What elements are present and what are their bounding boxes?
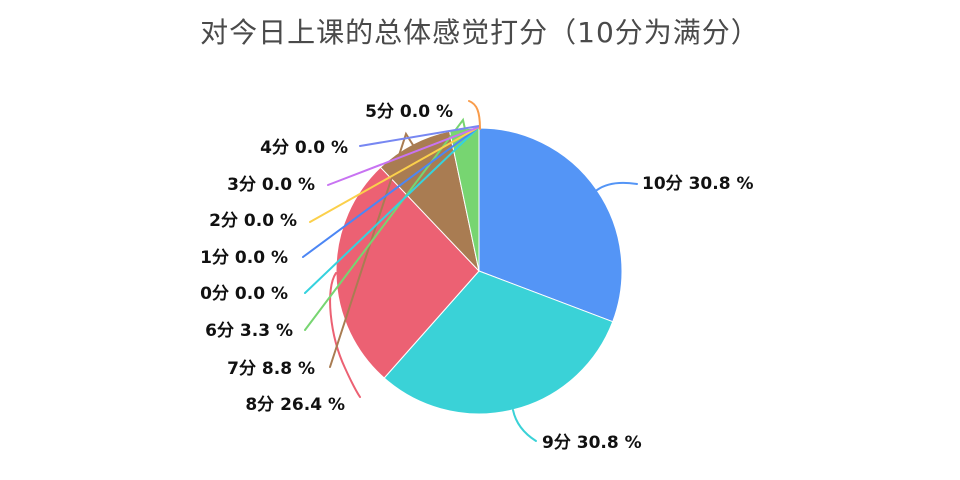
- leader-lines: [302, 100, 638, 442]
- slice-label-10: 5分 0.0 %: [365, 102, 453, 122]
- leader-line-4: [304, 117, 466, 331]
- slice-label-7: 2分 0.0 %: [209, 211, 297, 231]
- slice-label-5: 0分 0.0 %: [200, 284, 288, 304]
- slice-label-3: 7分 8.8 %: [227, 359, 315, 379]
- slice-labels: 10分 30.8 % 9分 30.8 % 8分 26.4 % 7分 8.8 % 6分 3…: [200, 102, 753, 453]
- leader-line-0: [596, 181, 638, 191]
- pie-slices: [335, 127, 623, 415]
- leader-line-8: [327, 126, 480, 186]
- slice-label-4: 6分 3.3 %: [205, 321, 293, 341]
- leader-line-1: [512, 409, 537, 442]
- slice-label-1: 9分 30.8 %: [542, 433, 642, 453]
- leader-line-3: [329, 131, 414, 368]
- slice-label-9: 4分 0.0 %: [260, 138, 348, 158]
- leader-line-10: [468, 100, 481, 130]
- chart-title: 对今日上课的总体感觉打分（10分为满分）: [200, 16, 760, 49]
- leader-line-5: [304, 126, 480, 294]
- slice-label-2: 8分 26.4 %: [245, 395, 345, 415]
- leader-line-2: [329, 272, 361, 398]
- slice-label-8: 3分 0.0 %: [227, 175, 315, 195]
- slice-label-0: 10分 30.8 %: [642, 174, 753, 194]
- leader-line-7: [309, 126, 480, 223]
- leader-line-9: [359, 125, 480, 147]
- leader-line-6: [302, 126, 480, 258]
- slice-label-6: 1分 0.0 %: [200, 248, 288, 268]
